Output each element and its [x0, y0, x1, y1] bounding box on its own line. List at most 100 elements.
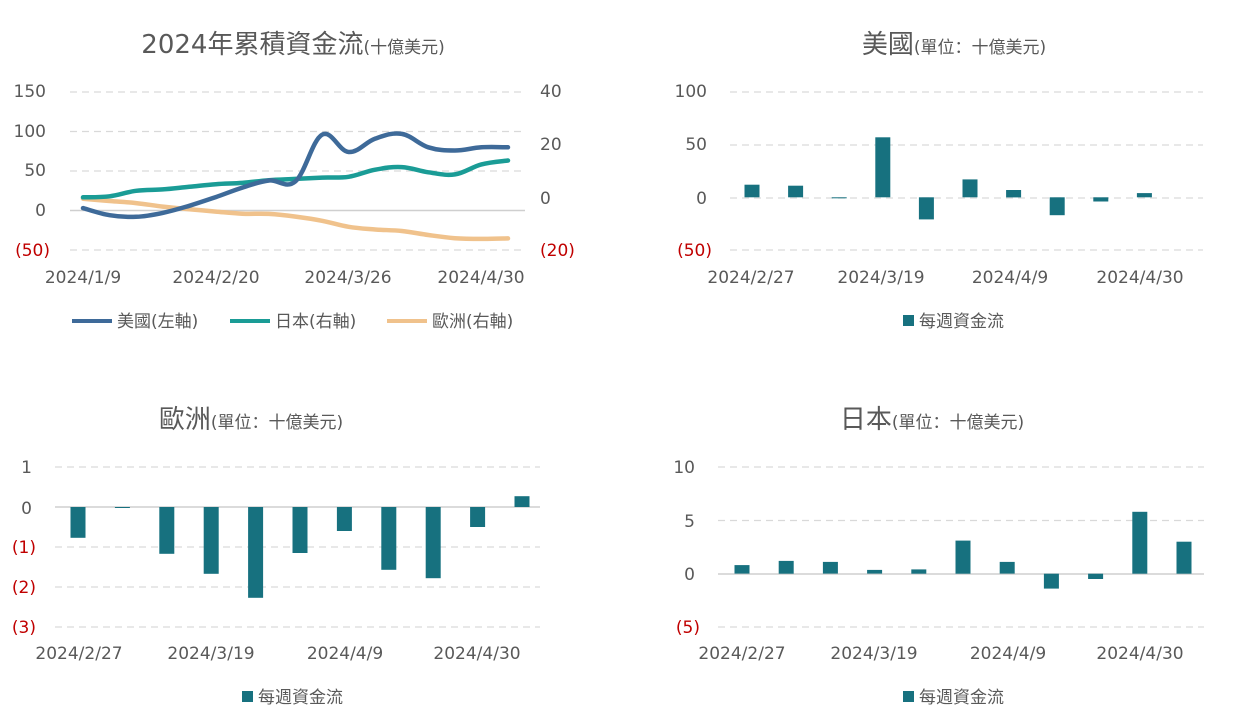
- bar: [1088, 573, 1104, 579]
- bar: [1049, 197, 1065, 216]
- y-tick-label: (50): [677, 241, 712, 261]
- bar: [788, 185, 804, 198]
- bar: [875, 137, 891, 198]
- bar: [955, 540, 971, 574]
- bar: [1132, 511, 1148, 574]
- bar: [514, 496, 530, 507]
- europe-chart-title: 歐洲(單位：十億美元): [159, 405, 343, 435]
- y-tick-label: (1): [12, 538, 36, 558]
- bar: [292, 507, 308, 553]
- legend-label-europe: 歐洲(右軸): [432, 312, 513, 332]
- japan-chart: 日本(單位：十億美元) 10 5 0 (5) 2024/2/27 2024/3/…: [673, 405, 1204, 708]
- bar: [778, 560, 794, 574]
- y-right-tick-label: (20): [540, 241, 575, 261]
- cumulative-x-axis: 2024/1/9 2024/2/20 2024/3/26 2024/4/30: [45, 268, 525, 288]
- bar: [999, 561, 1015, 574]
- cumulative-chart: 2024年累積資金流(十億美元) 150 100 50 0 (50) 40 20…: [14, 30, 575, 332]
- y-left-tick-label: 100: [14, 122, 46, 142]
- y-tick-label: (3): [12, 618, 36, 638]
- cumulative-chart-title: 2024年累積資金流(十億美元): [141, 30, 444, 60]
- europe-series-line: [80, 196, 511, 242]
- cumulative-series-lines: [80, 131, 511, 242]
- bar: [918, 197, 934, 220]
- legend-label: 每週資金流: [258, 688, 343, 708]
- bar: [425, 507, 441, 579]
- bar: [159, 507, 175, 554]
- x-tick-label: 2024/2/27: [707, 268, 794, 288]
- y-tick-label: (5): [676, 618, 700, 638]
- bar: [470, 507, 486, 527]
- x-tick-label: 2024/4/30: [1096, 644, 1183, 664]
- x-tick-label: 2024/4/9: [307, 644, 383, 664]
- bar: [831, 197, 847, 199]
- x-tick-label: 2024/4/9: [972, 268, 1048, 288]
- x-tick-label: 2024/3/19: [167, 644, 254, 664]
- y-left-tick-label: (50): [15, 241, 50, 261]
- europe-chart: 歐洲(單位：十億美元) 1 0 (1) (2) (3) 2024/2/27 20…: [12, 405, 540, 708]
- japan-legend: 每週資金流: [903, 688, 1004, 708]
- bar: [1093, 197, 1109, 202]
- y-tick-label: 100: [675, 82, 707, 102]
- bar: [381, 507, 397, 570]
- y-tick-label: 0: [696, 189, 707, 209]
- legend-swatch: [903, 315, 914, 326]
- us-x-axis: 2024/2/27 2024/3/19 2024/4/9 2024/4/30: [707, 268, 1183, 288]
- bar: [1136, 193, 1152, 198]
- legend-label: 每週資金流: [919, 312, 1004, 332]
- japan-y-axis: 10 5 0 (5): [673, 458, 700, 638]
- japan-chart-title: 日本(單位：十億美元): [840, 405, 1024, 435]
- us-series-line: [80, 131, 511, 220]
- x-tick-label: 2024/4/30: [437, 268, 524, 288]
- bar: [867, 569, 883, 574]
- y-tick-label: 1: [21, 458, 32, 478]
- y-right-tick-label: 40: [540, 82, 562, 102]
- y-tick-label: 0: [684, 565, 695, 585]
- us-legend: 每週資金流: [903, 312, 1004, 332]
- cumulative-right-axis: 40 20 0 (20): [540, 82, 575, 261]
- bar: [70, 507, 86, 538]
- bar: [336, 507, 352, 531]
- x-tick-label: 2024/3/26: [304, 268, 391, 288]
- x-tick-label: 2024/3/19: [830, 644, 917, 664]
- legend-swatch: [903, 691, 914, 702]
- x-tick-label: 2024/1/9: [45, 268, 121, 288]
- europe-y-axis: 1 0 (1) (2) (3): [12, 458, 36, 638]
- bar: [822, 561, 838, 574]
- x-tick-label: 2024/2/20: [172, 268, 259, 288]
- x-tick-label: 2024/4/30: [1096, 268, 1183, 288]
- y-right-tick-label: 0: [540, 189, 551, 209]
- y-tick-label: 0: [21, 499, 32, 519]
- y-tick-label: (2): [12, 578, 36, 598]
- y-tick-label: 50: [685, 135, 707, 155]
- y-left-tick-label: 0: [35, 201, 46, 221]
- y-right-tick-label: 20: [540, 135, 562, 155]
- x-tick-label: 2024/4/9: [970, 644, 1046, 664]
- japan-bars: [734, 511, 1192, 589]
- x-tick-label: 2024/3/19: [837, 268, 924, 288]
- japan-grid: [718, 466, 1204, 628]
- bar: [248, 507, 264, 598]
- us-grid: [730, 91, 1203, 251]
- bar: [1043, 573, 1059, 589]
- bar: [1006, 190, 1022, 198]
- bar: [744, 184, 760, 198]
- us-chart-title: 美國(單位：十億美元): [862, 30, 1046, 60]
- y-tick-label: 5: [684, 512, 695, 532]
- legend-swatch: [242, 691, 253, 702]
- x-tick-label: 2024/2/27: [35, 644, 122, 664]
- y-left-tick-label: 50: [24, 161, 46, 181]
- legend-label: 每週資金流: [919, 688, 1004, 708]
- europe-x-axis: 2024/2/27 2024/3/19 2024/4/9 2024/4/30: [35, 644, 520, 664]
- bar: [1176, 541, 1192, 574]
- europe-bars: [70, 496, 530, 598]
- x-tick-label: 2024/2/27: [698, 644, 785, 664]
- bar: [734, 565, 750, 574]
- y-left-tick-label: 150: [14, 82, 46, 102]
- cumulative-grid: [70, 91, 525, 251]
- cumulative-left-axis: 150 100 50 0 (50): [14, 82, 50, 261]
- us-bars: [744, 137, 1152, 220]
- us-y-axis: 100 50 0 (50): [675, 82, 712, 261]
- bar: [962, 179, 978, 198]
- us-chart: 美國(單位：十億美元) 100 50 0 (50) 2024/2/27 2024…: [675, 30, 1203, 332]
